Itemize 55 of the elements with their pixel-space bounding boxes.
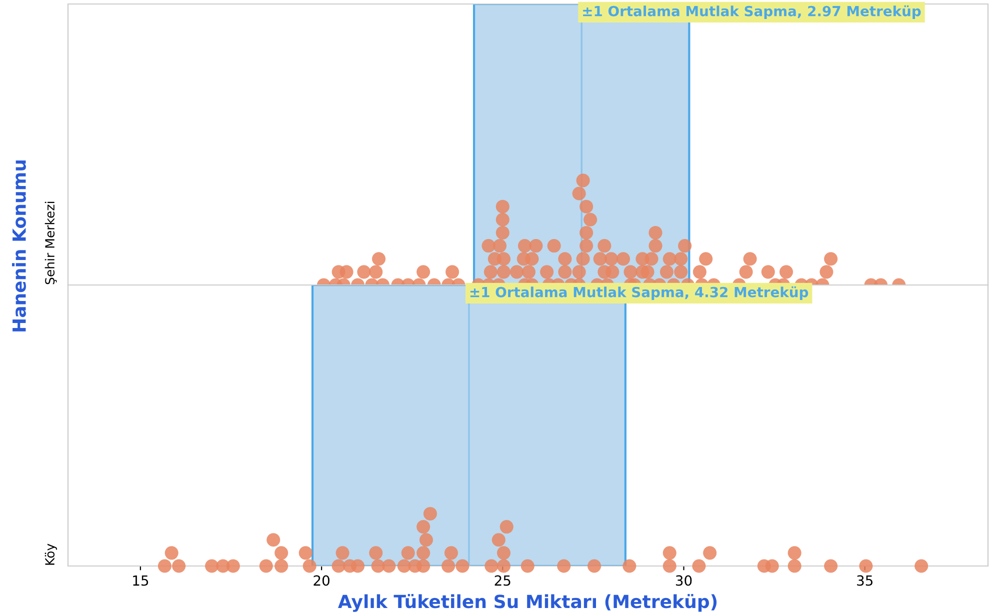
point xyxy=(336,546,350,560)
band-label: ±1 Ortalama Mutlak Sapma, 2.97 Metreküp xyxy=(583,5,921,20)
point xyxy=(298,546,312,560)
point xyxy=(859,559,873,573)
band-label: ±1 Ortalama Mutlak Sapma, 4.32 Metreküp xyxy=(470,286,808,300)
point xyxy=(496,559,510,573)
point xyxy=(444,546,458,560)
x-axis-title: Aylık Tüketilen Su Miktarı (Metreküp) xyxy=(338,594,717,612)
point xyxy=(382,559,396,573)
x-tick-label: 15 xyxy=(133,575,148,586)
y-axis-title: Köy xyxy=(44,544,57,565)
point xyxy=(588,559,602,573)
point xyxy=(692,559,706,573)
point xyxy=(205,559,219,573)
point xyxy=(419,533,433,547)
point xyxy=(500,520,514,534)
point xyxy=(401,546,415,560)
point xyxy=(824,559,838,573)
point xyxy=(259,559,273,573)
x-tick-label: 35 xyxy=(857,575,872,586)
point xyxy=(442,559,456,573)
point xyxy=(496,546,510,560)
point xyxy=(226,559,240,573)
point xyxy=(332,559,346,573)
point xyxy=(266,533,280,547)
point xyxy=(172,559,186,573)
point xyxy=(622,559,636,573)
point xyxy=(788,546,802,560)
text: Hanenin Konumu xyxy=(12,160,26,332)
point xyxy=(484,559,498,573)
point xyxy=(662,559,676,573)
point xyxy=(164,546,178,560)
x-tick-label: 30 xyxy=(676,575,692,586)
point xyxy=(788,559,802,573)
point xyxy=(703,546,717,560)
point xyxy=(557,559,571,573)
point xyxy=(350,559,365,573)
point xyxy=(492,533,506,547)
point xyxy=(416,546,430,560)
point xyxy=(520,559,534,573)
point xyxy=(662,546,676,560)
point xyxy=(302,559,316,573)
x-tick-label: 25 xyxy=(494,575,510,586)
point xyxy=(274,546,288,560)
point xyxy=(423,506,437,520)
point xyxy=(158,559,172,573)
x-tick-label: 20 xyxy=(314,575,330,586)
point xyxy=(416,559,430,573)
point xyxy=(274,559,288,573)
point xyxy=(765,559,779,573)
point xyxy=(416,520,430,534)
y-axis-title: Şehir Merkezi xyxy=(44,202,57,284)
point xyxy=(914,559,928,573)
point xyxy=(456,559,470,573)
point xyxy=(369,546,383,560)
